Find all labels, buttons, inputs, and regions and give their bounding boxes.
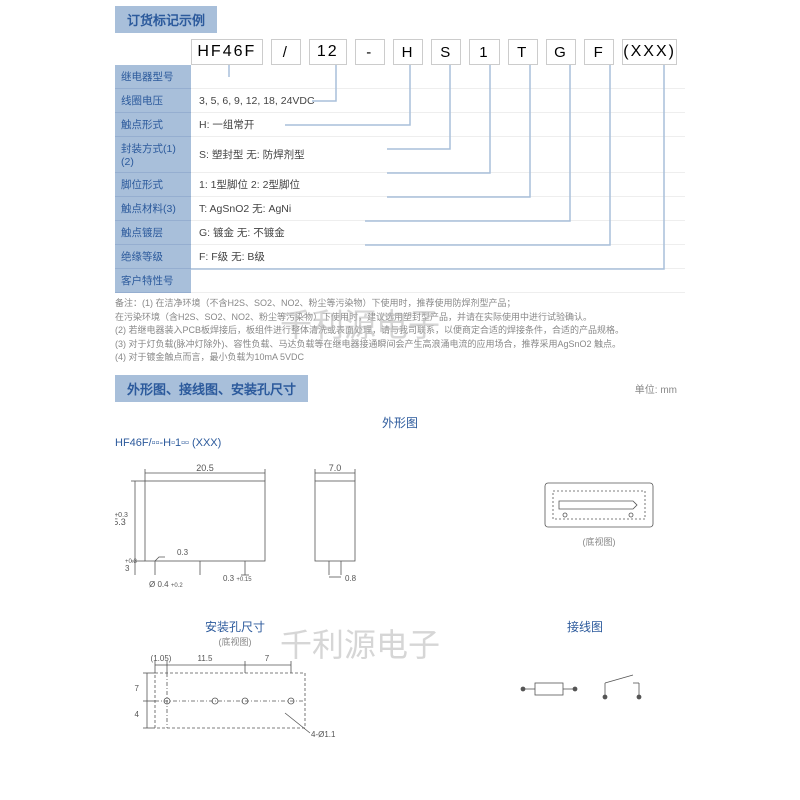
code-part: HF46F [191, 39, 263, 65]
spec-value [191, 65, 685, 89]
spec-value: F: F级 无: B级 [191, 245, 685, 269]
spec-label: 客户特性号 [115, 269, 191, 293]
svg-text:安装孔尺寸: 安装孔尺寸 [205, 619, 265, 634]
code-sep: / [271, 39, 301, 65]
spec-label: 脚位形式 [115, 173, 191, 197]
code-part: T [508, 39, 538, 65]
spec-value [191, 269, 685, 293]
svg-text:+0.3: +0.3 [125, 559, 138, 565]
svg-text:(1.05): (1.05) [151, 654, 172, 663]
part-number: HF46F/▫▫-H▫1▫▫ (XXX) [115, 437, 685, 449]
code-part: G [546, 39, 576, 65]
svg-text:(底视图): (底视图) [219, 636, 252, 647]
spec-label: 继电器型号 [115, 65, 191, 89]
spec-label: 封装方式(1)(2) [115, 137, 191, 173]
code-part: 12 [309, 39, 347, 65]
svg-text:Ø 0.4 +0.2: Ø 0.4 +0.2 [149, 580, 183, 589]
spec-label: 触点材料(3) [115, 197, 191, 221]
svg-text:0.8: 0.8 [345, 574, 357, 583]
outline-heading: 外形图 [0, 414, 800, 431]
spec-value: T: AgSnO2 无: AgNi [191, 197, 685, 221]
spec-label: 绝缘等级 [115, 245, 191, 269]
spec-value: S: 塑封型 无: 防焊剂型 [191, 137, 685, 173]
spec-value: H: 一组常开 [191, 113, 685, 137]
svg-text:接线图: 接线图 [567, 619, 603, 634]
svg-text:4: 4 [135, 710, 140, 719]
svg-text:3: 3 [125, 564, 130, 573]
svg-text:11.5: 11.5 [198, 654, 214, 663]
code-row: HF46F / 12 - H S 1 T G F (XXX) [115, 39, 685, 65]
spec-label: 触点镀层 [115, 221, 191, 245]
code-part: 1 [469, 39, 499, 65]
outline-section-title: 外形图、接线图、安装孔尺寸 [115, 375, 308, 402]
svg-text:0.3: 0.3 [177, 548, 189, 557]
spec-value: 1: 1型脚位 2: 2型脚位 [191, 173, 685, 197]
svg-text:7: 7 [135, 684, 140, 693]
code-part: H [393, 39, 423, 65]
code-part: (XXX) [622, 39, 677, 65]
svg-text:7.0: 7.0 [329, 463, 342, 473]
ordering-title: 订货标记示例 [115, 6, 217, 33]
unit-label: 单位: mm [635, 381, 685, 396]
svg-text:7: 7 [265, 654, 270, 663]
spec-value: 3, 5, 6, 9, 12, 18, 24VDC [191, 89, 685, 113]
spec-value: G: 镀金 无: 不镀金 [191, 221, 685, 245]
code-part: S [431, 39, 461, 65]
svg-text:(底视图): (底视图) [583, 536, 616, 547]
spec-label: 线圈电压 [115, 89, 191, 113]
code-part: F [584, 39, 614, 65]
notes: 备注：(1) 在洁净环境（不含H2S、SO2、NO2、粉尘等污染物）下使用时，推… [115, 293, 685, 365]
code-sep: - [355, 39, 385, 65]
spec-label: 触点形式 [115, 113, 191, 137]
outline-drawings: 20.5 15.3 +0.3 0.3 3 +0.3 Ø 0.4 +0.2 0.3… [115, 453, 685, 743]
svg-text:+0.3: +0.3 [115, 512, 128, 519]
svg-text:4-Ø1.1: 4-Ø1.1 [311, 730, 336, 739]
svg-text:20.5: 20.5 [196, 463, 214, 473]
